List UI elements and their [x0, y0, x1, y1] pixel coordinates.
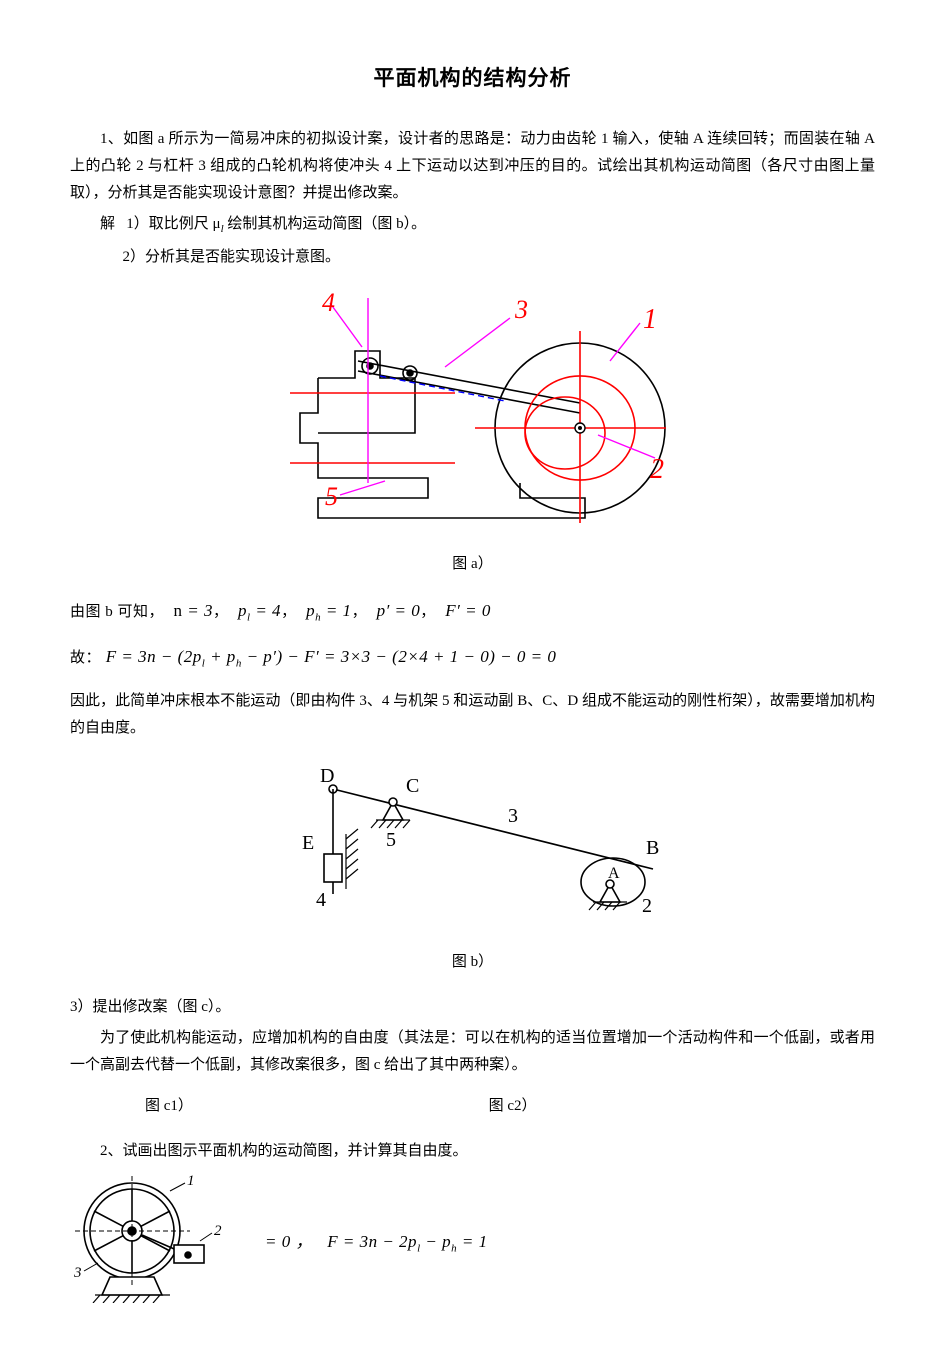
part3-heading: 3）提出修改案（图 c）。: [70, 994, 875, 1021]
figure-c2-caption: 图 c2）: [489, 1093, 875, 1120]
page-title: 平面机构的结构分析: [70, 60, 875, 98]
svg-text:3: 3: [73, 1265, 82, 1281]
conclusion-1: 因此，此简单冲床根本不能运动（即由构件 3、4 与机架 5 和运动副 B、C、D…: [70, 688, 875, 742]
svg-text:5: 5: [386, 829, 396, 851]
therefore-prefix: 故：: [70, 650, 101, 666]
svg-text:C: C: [406, 775, 419, 797]
question-2-prompt: 2、试画出图示平面机构的运动简图，并计算其自由度。: [70, 1138, 875, 1165]
solution-label: 解: [100, 216, 115, 232]
solution-line-1: 解 1）取比例尺 μl 绘制其机构运动简图（图 b）。: [70, 211, 875, 240]
step1-text: 1）取比例尺 μ: [126, 216, 220, 232]
svg-text:A: A: [608, 865, 620, 882]
svg-text:3: 3: [514, 295, 528, 324]
question-1-prompt: 1、如图 a 所示为一简易冲床的初拟设计案，设计者的思路是：动力由齿轮 1 输入…: [70, 126, 875, 207]
figure-b-caption: 图 b）: [70, 949, 875, 976]
figure-c1-caption: 图 c1）: [70, 1093, 489, 1120]
step1-tail: 绘制其机构运动简图（图 b）。: [224, 216, 427, 232]
svg-text:1: 1: [643, 304, 657, 335]
svg-text:5: 5: [325, 482, 338, 511]
svg-text:2: 2: [650, 454, 664, 485]
question-2-equation: = 0 ， F = 3n − 2pl − ph = 1: [265, 1227, 488, 1259]
svg-text:B: B: [646, 837, 659, 859]
svg-text:1: 1: [187, 1173, 195, 1189]
question-2-row: 1 2 3 = 0 ， F = 3n − 2pl − ph = 1: [70, 1173, 875, 1313]
known-values-line: 由图 b 可知， n = 3， pl = 4， ph = 1， p′ = 0， …: [70, 596, 875, 628]
figure-c-row: 图 c1） 图 c2）: [70, 1093, 875, 1120]
q2-eq-prefix: = 0 ，: [265, 1232, 313, 1251]
step2-text: 2）分析其是否能实现设计意图。: [70, 244, 875, 271]
svg-text:E: E: [302, 832, 314, 854]
svg-text:2: 2: [642, 895, 652, 917]
known-prefix: 由图 b 可知，: [70, 604, 164, 620]
figure-a-caption: 图 a）: [70, 551, 875, 578]
svg-text:3: 3: [508, 805, 518, 827]
svg-text:2: 2: [214, 1223, 222, 1239]
svg-text:4: 4: [316, 889, 326, 911]
figure-b: D C 3 B E 5 4 A 2: [70, 754, 875, 939]
svg-text:4: 4: [322, 288, 335, 317]
step1-subscript: l: [221, 223, 224, 235]
figure-a: 4 3 1 2 5: [70, 283, 875, 541]
dof-equation: 故： F = 3n − (2pl + ph − p′) − F′ = 3×3 −…: [70, 642, 875, 674]
svg-text:D: D: [320, 765, 334, 787]
part3-body: 为了使此机构能运动，应增加机构的自由度（其法是：可以在机构的适当位置增加一个活动…: [70, 1025, 875, 1079]
question-2-figure: 1 2 3: [70, 1173, 225, 1313]
